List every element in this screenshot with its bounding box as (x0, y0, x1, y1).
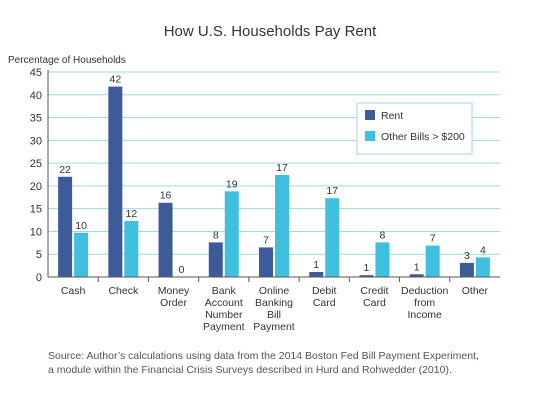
y-tick-label: 25 (30, 158, 42, 170)
data-label: 17 (276, 162, 288, 174)
bar-rent (359, 275, 374, 277)
y-tick-label: 30 (30, 135, 42, 147)
bar-rent (108, 86, 123, 277)
y-tick-label: 20 (30, 181, 42, 193)
legend: Rent Other Bills > $200 (356, 102, 473, 155)
y-tick-label: 35 (30, 113, 42, 125)
legend-label-rent: Rent (381, 110, 403, 122)
x-category-label: Deduction from Income (401, 285, 448, 321)
y-tick-label: 5 (36, 249, 42, 261)
x-category-label: Check (108, 285, 139, 297)
y-tick-label: 10 (30, 226, 42, 238)
source-note: Source: Author’s calculations using data… (48, 349, 528, 377)
bar-other-bills (425, 245, 440, 277)
data-label: 1 (364, 262, 370, 274)
y-tick-label: 15 (30, 204, 42, 216)
data-label: 8 (380, 229, 386, 241)
bar-rent (459, 262, 474, 277)
legend-swatch-rent (365, 110, 375, 120)
data-label: 8 (213, 229, 219, 241)
bar-other-bills (74, 232, 89, 277)
legend-label-other-bills: Other Bills > $200 (381, 131, 465, 143)
data-label: 19 (226, 178, 238, 190)
x-category-label: Cash (61, 285, 86, 297)
data-label: 17 (326, 185, 338, 197)
bar-other-bills (375, 242, 390, 277)
bar-rent (158, 202, 173, 277)
y-tick-label: 0 (36, 272, 42, 284)
source-line-2: a module within the Financial Crisis Sur… (48, 364, 452, 376)
data-label: 0 (179, 264, 185, 276)
bar-rent (309, 271, 324, 277)
bar-rent (208, 242, 223, 277)
bar-other-bills (475, 257, 490, 277)
data-label: 1 (313, 259, 319, 271)
data-label: 22 (59, 164, 71, 176)
y-tick-label: 40 (30, 90, 42, 102)
chart-title: How U.S. Households Pay Rent (164, 23, 377, 40)
data-label: 7 (430, 233, 436, 245)
data-label: 4 (480, 244, 486, 256)
data-label: 3 (464, 250, 470, 262)
legend-swatch-other-bills (365, 131, 375, 141)
source-line-1: Source: Author’s calculations using data… (48, 350, 479, 362)
data-label: 1 (414, 261, 420, 273)
bar-other-bills (325, 198, 340, 277)
bar-rent (58, 176, 73, 277)
x-category-label: Online Banking Bill Payment (253, 285, 295, 333)
data-label: 12 (125, 208, 137, 220)
x-category-label: Credit Card (360, 285, 388, 309)
data-label: 42 (109, 74, 121, 86)
x-category-label: Other (462, 285, 489, 297)
y-tick-label: 45 (30, 67, 42, 79)
data-label: 16 (160, 190, 172, 202)
y-axis-label: Percentage of Households (8, 55, 126, 66)
bar-other-bills (275, 174, 289, 277)
data-label: 7 (263, 234, 269, 246)
bar-rent (409, 274, 424, 277)
bar-rent (259, 247, 273, 277)
bar-other-bills (124, 220, 139, 277)
data-label: 10 (75, 220, 87, 232)
x-category-label: Bank Account Number Payment (203, 285, 245, 333)
bar-other-bills (224, 191, 239, 277)
legend-box (356, 102, 473, 155)
x-category-label: Money Order (158, 285, 190, 309)
x-category-label: Debit Card (312, 285, 337, 309)
